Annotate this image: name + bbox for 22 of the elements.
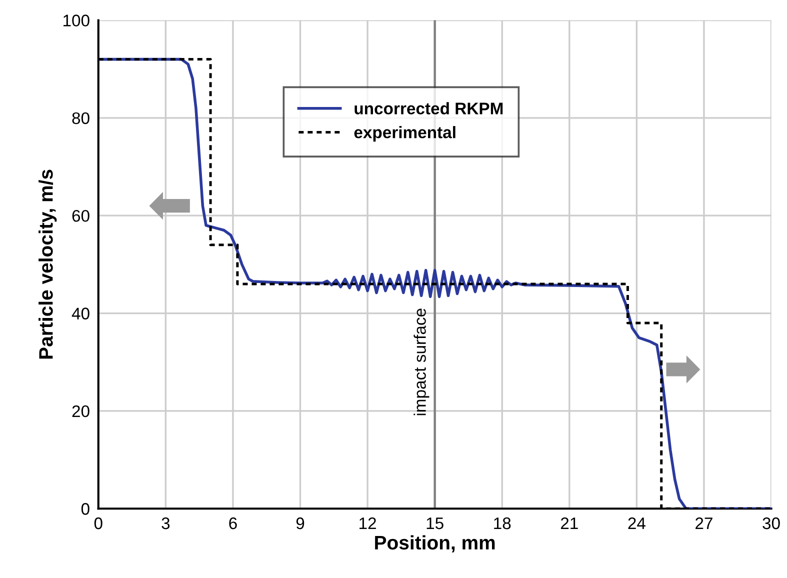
x-tick-label: 24 [628,517,646,530]
y-tick-label: 0 [81,503,90,515]
x-tick-label: 21 [560,517,578,530]
x-tick-label: 6 [229,517,237,530]
legend-label: uncorrected RKPM [354,102,503,114]
x-tick-label: 0 [94,517,102,530]
ref-line-label: impact surface [414,308,430,416]
x-tick-label: 30 [762,517,780,530]
x-tick-label: 18 [494,517,511,530]
x-tick-label: 27 [696,517,712,530]
y-tick-label: 40 [72,308,90,320]
x-tick-label: 9 [296,517,304,530]
y-tick-label: 60 [72,210,90,222]
y-tick-label: 80 [72,112,90,124]
x-axis-title: Position, mm [375,535,495,552]
y-tick-label: 100 [64,14,90,26]
x-tick-label: 3 [162,517,170,530]
legend-label: experimental [354,126,456,142]
y-tick-label: 20 [72,405,90,418]
y-axis-title: Particle velocity, m/s [38,170,57,359]
x-tick-label: 12 [360,517,376,530]
x-tick-label: 15 [426,518,444,530]
